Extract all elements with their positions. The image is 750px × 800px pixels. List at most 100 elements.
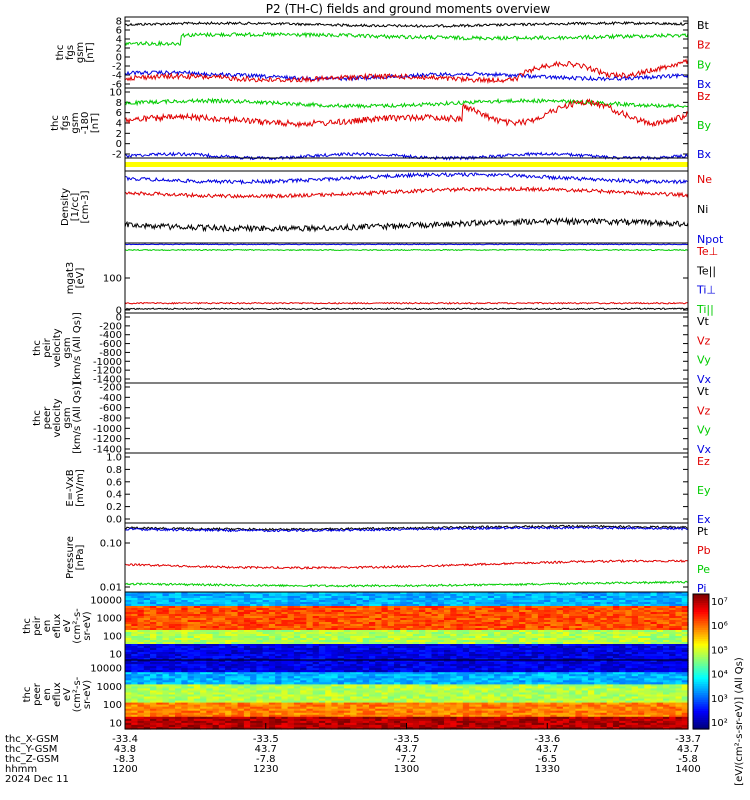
spectrogram-cell: [168, 616, 176, 619]
spectrogram-cell: [656, 666, 664, 669]
spectrogram-cell: [343, 628, 351, 631]
spectrogram-cell: [312, 598, 320, 601]
spectrogram-cell: [300, 642, 308, 645]
spectrogram-cell: [200, 666, 207, 669]
spectrogram-cell: [500, 618, 508, 621]
spectrogram-cell: [531, 638, 539, 641]
spectrogram-cell: [575, 604, 583, 607]
spectrogram-cell: [519, 592, 526, 595]
spectrogram-cell: [250, 676, 257, 679]
spectrogram-cell: [125, 616, 132, 619]
spectrogram-cell: [531, 644, 539, 647]
spectrogram-cell: [562, 684, 570, 687]
spectrogram-cell: [575, 640, 583, 643]
spectrogram-cell: [425, 652, 433, 655]
spectrogram-cell: [544, 592, 551, 595]
spectrogram-cell: [369, 634, 376, 637]
spectrogram-cell: [218, 690, 226, 693]
spectrogram-cell: [369, 660, 376, 663]
y-axis-label-line: E=-VxB: [65, 469, 76, 506]
spectrogram-cell: [562, 668, 570, 671]
spectrogram-cell: [262, 602, 270, 605]
spectrogram-cell: [193, 694, 201, 698]
spectrogram-cell: [487, 636, 495, 639]
spectrogram-cell: [312, 680, 320, 683]
spectrogram-cell: [550, 670, 558, 673]
spectrogram-cell: [343, 630, 351, 633]
spectrogram-cell: [312, 654, 320, 657]
spectrogram-cell: [675, 618, 683, 621]
spectrogram-cell: [537, 644, 545, 647]
spectrogram-cell: [681, 594, 689, 597]
spectrogram-cell: [256, 656, 264, 659]
spectrogram-cell: [281, 672, 289, 675]
spectrogram-cell: [237, 682, 245, 685]
spectrogram-cell: [606, 608, 614, 611]
spectrogram-cell: [325, 662, 333, 665]
y-tick-label: -800: [99, 414, 122, 425]
spectrogram-cell: [225, 650, 232, 653]
spectrogram-cell: [619, 672, 627, 675]
spectrogram-cell: [181, 638, 189, 641]
spectrogram-cell: [375, 622, 383, 625]
spectrogram-cell: [143, 688, 151, 691]
spectrogram-cell: [481, 684, 489, 687]
spectrogram-cell: [462, 672, 470, 675]
spectrogram-cell: [650, 592, 658, 595]
spectrogram-cell: [437, 602, 445, 605]
spectrogram-cell: [287, 640, 295, 643]
spectrogram-cell: [656, 634, 664, 637]
spectrogram-cell: [369, 620, 376, 623]
spectrogram-cell: [137, 592, 145, 595]
spectrogram-cell: [456, 614, 464, 617]
y-tick-label: 2: [116, 129, 122, 140]
spectrogram-cell: [475, 596, 483, 599]
spectrogram-cell: [444, 668, 451, 671]
spectrogram-cell: [556, 666, 564, 669]
spectrogram-cell: [444, 664, 451, 667]
spectrogram-cell: [150, 632, 157, 635]
spectrogram-cell: [268, 678, 276, 681]
spectrogram-cell: [225, 642, 232, 645]
spectrogram-cell: [312, 688, 320, 691]
spectrogram-cell: [362, 666, 370, 669]
spectrogram-cell: [462, 676, 470, 679]
spectrogram-cell: [168, 634, 176, 637]
spectrogram-cell: [318, 646, 326, 649]
spectrogram-cell: [187, 682, 195, 685]
spectrogram-cell: [594, 644, 602, 647]
spectrogram-cell: [487, 614, 495, 617]
spectrogram-cell: [506, 642, 514, 645]
spectrogram-cell: [350, 636, 358, 639]
y-tick-label: -800: [99, 348, 122, 359]
spectrogram-cell: [556, 650, 564, 653]
spectrogram-cell: [312, 682, 320, 685]
spectrogram-cell: [256, 658, 264, 661]
spectrogram-cell: [631, 640, 639, 643]
spectrogram-cell: [625, 602, 633, 605]
spectrogram-cell: [537, 664, 545, 667]
spectrogram-cell: [225, 664, 232, 667]
spectrogram-cell: [531, 612, 539, 615]
spectrogram-cell: [225, 630, 232, 633]
spectrogram-cell: [156, 688, 164, 691]
spectrogram-cell: [481, 592, 489, 595]
spectrogram-cell: [287, 604, 295, 607]
spectrogram-cell: [387, 600, 395, 603]
spectrogram-cell: [450, 672, 458, 675]
spectrogram-cell: [656, 652, 664, 655]
spectrogram-cell: [644, 690, 652, 693]
spectrogram-cell: [212, 598, 220, 601]
spectrogram-cell: [125, 678, 132, 681]
spectrogram-cell: [400, 662, 408, 665]
spectrogram-cell: [262, 646, 270, 649]
spectrogram-cell: [581, 674, 589, 677]
spectrogram-cell: [362, 596, 370, 599]
spectrogram-cell: [437, 684, 445, 687]
spectrogram-cell: [400, 620, 408, 623]
spectrogram-cell: [531, 648, 539, 651]
spectrogram-cell: [268, 630, 276, 633]
spectrogram-cell: [612, 634, 620, 637]
spectrogram-cell: [225, 672, 232, 675]
spectrogram-cell: [531, 676, 539, 679]
